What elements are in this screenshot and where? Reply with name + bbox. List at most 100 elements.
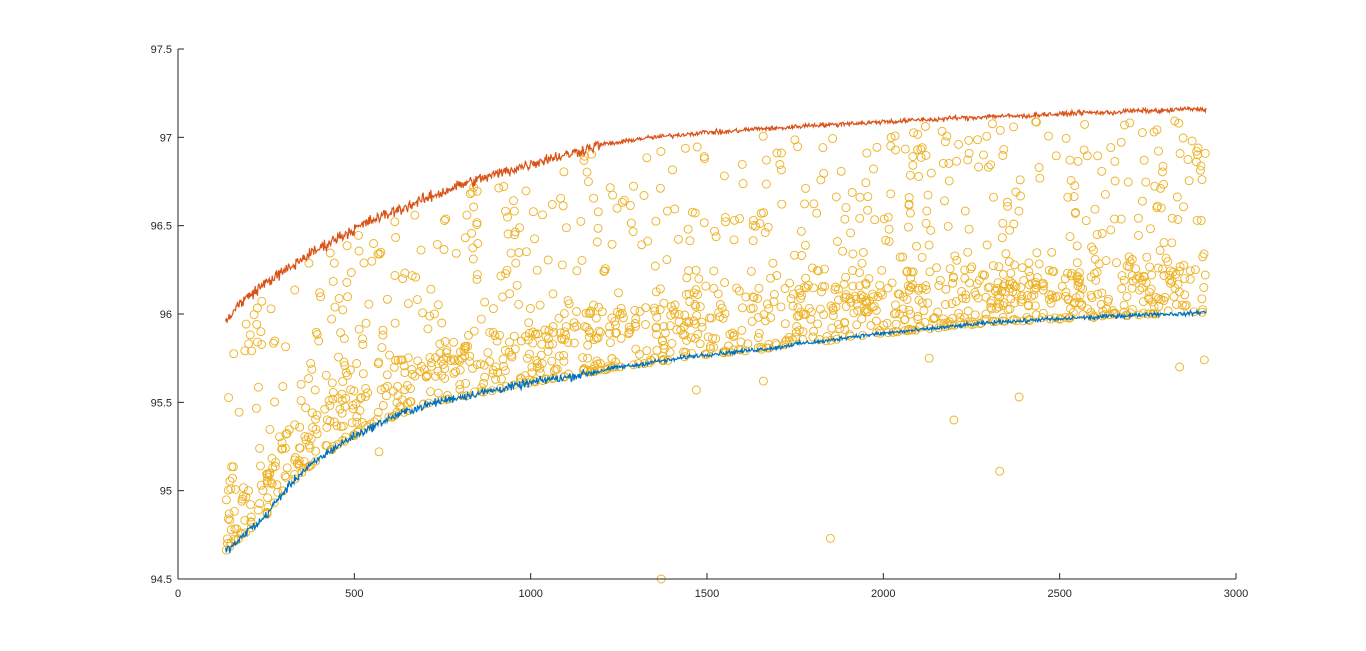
scatter-point bbox=[753, 312, 763, 322]
scatter-point bbox=[412, 295, 422, 305]
scatter-point bbox=[376, 247, 386, 257]
scatter-point bbox=[809, 283, 818, 293]
scatter-point bbox=[1014, 206, 1024, 216]
scatter-point bbox=[400, 268, 410, 278]
scatter-point bbox=[1187, 136, 1197, 146]
scatter-point bbox=[662, 255, 672, 265]
scatter-point bbox=[569, 338, 579, 348]
scatter-point bbox=[455, 356, 465, 366]
scatter-point bbox=[768, 258, 778, 268]
scatter-point bbox=[875, 280, 885, 290]
scatter-point bbox=[1154, 146, 1163, 156]
scatter-point bbox=[251, 403, 261, 413]
scatter-point bbox=[797, 251, 807, 260]
scatter-point bbox=[746, 266, 756, 276]
scatter-point bbox=[775, 160, 785, 169]
scatter-point bbox=[1155, 246, 1165, 255]
scatter-point bbox=[917, 143, 927, 153]
scatter-point bbox=[1193, 143, 1203, 153]
scatter-point bbox=[327, 314, 337, 324]
scatter-point bbox=[738, 179, 748, 189]
scatter-point bbox=[1090, 254, 1100, 264]
scatter-point bbox=[1060, 274, 1070, 284]
scatter-point bbox=[729, 330, 739, 340]
scatter-point bbox=[538, 210, 547, 220]
scatter-point bbox=[438, 359, 448, 369]
scatter-point bbox=[682, 335, 692, 345]
scatter-point bbox=[555, 328, 565, 338]
scatter-point bbox=[728, 328, 738, 338]
scatter-point bbox=[410, 210, 420, 220]
scatter-point bbox=[819, 310, 829, 320]
scatter-point bbox=[912, 241, 921, 251]
scatter-point bbox=[715, 312, 725, 322]
scatter-point bbox=[999, 144, 1009, 154]
scatter-point bbox=[786, 294, 796, 304]
scatter-point bbox=[1023, 291, 1032, 300]
scatter-point bbox=[650, 261, 660, 271]
scatter-point bbox=[914, 172, 924, 181]
scatter-point bbox=[863, 192, 873, 202]
scatter-point bbox=[296, 396, 306, 406]
scatter-point bbox=[1097, 166, 1107, 176]
scatter-point bbox=[586, 306, 596, 316]
scatter-point bbox=[226, 525, 236, 535]
scatter-point bbox=[794, 285, 804, 294]
scatter-point bbox=[966, 264, 975, 274]
scatter-point bbox=[753, 333, 763, 342]
scatter-point bbox=[756, 208, 766, 218]
scatter-point bbox=[699, 218, 709, 228]
scatter-point bbox=[988, 261, 998, 271]
scatter-point bbox=[437, 318, 447, 328]
scatter-point bbox=[869, 301, 879, 311]
scatter-point bbox=[393, 355, 403, 365]
scatter-point bbox=[543, 255, 553, 265]
scatter-point bbox=[476, 314, 486, 324]
scatter-point bbox=[812, 265, 822, 275]
scatter-point bbox=[294, 461, 304, 470]
scatter-point bbox=[957, 287, 966, 296]
scatter-point bbox=[994, 262, 1004, 272]
scatter-point bbox=[244, 486, 253, 496]
scatter-point bbox=[501, 206, 510, 216]
scatter-point bbox=[1069, 192, 1079, 202]
scatter-point bbox=[509, 196, 518, 206]
scatter-point bbox=[906, 273, 916, 283]
scatter-point bbox=[614, 288, 623, 298]
scatter-point bbox=[1072, 258, 1082, 268]
scatter-point bbox=[1005, 225, 1015, 235]
scatter-point bbox=[389, 362, 399, 372]
scatter-point bbox=[983, 283, 993, 293]
scatter-point bbox=[281, 342, 291, 352]
scatter-point bbox=[1139, 308, 1149, 318]
scatter-point bbox=[762, 299, 772, 309]
scatter-point bbox=[1047, 290, 1057, 300]
scatter-point bbox=[963, 247, 973, 257]
scatter-point bbox=[760, 228, 770, 237]
scatter-point bbox=[258, 486, 268, 495]
scatter-point bbox=[521, 186, 531, 196]
scatter-point bbox=[464, 330, 473, 340]
scatter-point bbox=[341, 432, 351, 442]
scatter-point bbox=[607, 239, 617, 249]
scatter-point bbox=[266, 304, 276, 314]
scatter-point bbox=[339, 334, 349, 344]
scatter-point bbox=[848, 249, 858, 259]
scatter-point bbox=[848, 266, 858, 275]
scatter-point bbox=[886, 189, 896, 199]
scatter-point bbox=[580, 322, 590, 332]
scatter-point bbox=[327, 378, 337, 388]
scatter-point bbox=[1070, 208, 1080, 218]
scatter-point bbox=[882, 318, 892, 328]
scatter-point bbox=[693, 329, 703, 339]
scatter-point bbox=[269, 498, 279, 508]
scatter-point bbox=[1170, 116, 1180, 126]
scatter-point bbox=[521, 247, 531, 257]
scatter-point bbox=[905, 170, 915, 180]
scatter-point bbox=[338, 305, 348, 315]
scatter-point bbox=[944, 158, 954, 168]
scatter-point bbox=[257, 296, 267, 306]
scatter-point bbox=[1014, 392, 1024, 402]
scatter-point bbox=[801, 183, 811, 193]
scatter-point bbox=[846, 228, 856, 238]
